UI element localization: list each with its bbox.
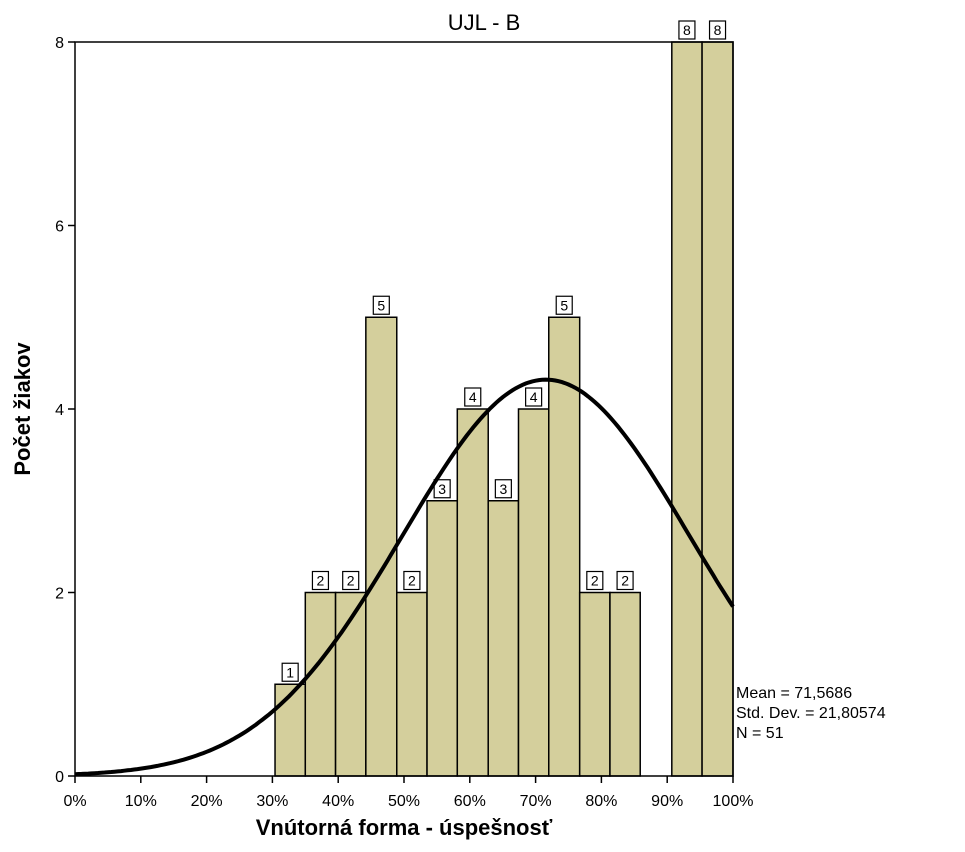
data-label: 4: [530, 389, 538, 405]
data-label-box: [678, 20, 696, 40]
x-tick-label: 0%: [63, 793, 86, 810]
data-label: 2: [621, 573, 629, 589]
data-label-box: [342, 570, 360, 591]
histogram-bar: [426, 500, 459, 777]
x-axis-title: Vnútorná forma - úspešnosť: [256, 815, 553, 840]
stats-std-dev: Std. Dev. = 21,80574: [736, 705, 886, 722]
data-label-box: [403, 570, 421, 591]
bars-layer: [274, 41, 734, 777]
stats-n: N = 51: [736, 725, 784, 742]
data-label-box: [372, 295, 390, 315]
x-tick-label: 70%: [520, 793, 552, 810]
histogram-bar: [456, 408, 489, 777]
data-label: 8: [714, 22, 722, 38]
data-label: 3: [438, 481, 446, 497]
data-label-box: [281, 662, 299, 682]
data-label-box: [525, 387, 543, 407]
histogram-bar: [487, 500, 520, 777]
histogram-bar: [365, 316, 398, 777]
x-tick-label: 50%: [388, 793, 420, 810]
data-label-box: [708, 20, 727, 40]
y-tick-label: 2: [55, 586, 64, 603]
data-label-box: [555, 295, 573, 315]
data-label: 8: [683, 22, 691, 38]
data-label: 2: [347, 573, 355, 589]
y-axis-title: Počet žiakov: [10, 342, 35, 476]
data-label: 2: [317, 573, 325, 589]
data-label: 2: [591, 573, 599, 589]
y-tick-label: 6: [55, 219, 64, 236]
y-tick-label: 0: [55, 769, 64, 786]
x-axis: 0% 10% 20% 30% 40% 50% 60% 70% 80% 90% 100%: [63, 776, 753, 810]
x-tick-label: 40%: [322, 793, 354, 810]
data-label: 3: [499, 481, 507, 497]
chart-title: UJL - B: [448, 10, 521, 35]
data-label-box: [311, 570, 330, 591]
data-label-box: [464, 387, 482, 407]
histogram-bar: [671, 41, 703, 777]
x-tick-label: 100%: [713, 793, 754, 810]
histogram-bar: [609, 591, 641, 777]
data-label: 4: [469, 389, 477, 405]
data-label-box: [586, 570, 604, 591]
y-tick-label: 4: [55, 402, 64, 419]
data-label: 1: [286, 664, 294, 680]
stats-box: Mean = 71,5686 Std. Dev. = 21,80574 N = …: [736, 685, 886, 742]
x-tick-label: 90%: [651, 793, 683, 810]
stats-mean: Mean = 71,5686: [736, 685, 852, 702]
histogram-bar: [578, 591, 611, 777]
data-label-box: [494, 479, 512, 499]
x-tick-label: 20%: [191, 793, 223, 810]
y-tick-label: 8: [55, 35, 64, 52]
data-label: 5: [560, 297, 568, 313]
x-tick-label: 60%: [454, 793, 486, 810]
histogram-bar: [274, 683, 307, 777]
data-label-box: [433, 479, 451, 499]
data-label: 2: [408, 573, 416, 589]
x-tick-label: 80%: [585, 793, 617, 810]
y-axis: 0 2 4 6 8: [55, 35, 75, 786]
normal-curve-line: [74, 377, 735, 777]
histogram-bar: [304, 591, 337, 777]
histogram-bar: [517, 408, 550, 777]
data-label: 5: [377, 297, 385, 313]
histogram-bar: [701, 41, 734, 777]
histogram-bar: [396, 591, 428, 777]
data-labels-layer: 1 2 2 5 2 3 4 3 4 5 2 2 8 8: [281, 20, 727, 682]
histogram-bar: [334, 591, 367, 777]
x-tick-label: 30%: [256, 793, 288, 810]
data-label-box: [616, 570, 634, 591]
x-tick-label: 10%: [125, 793, 157, 810]
histogram-bar: [548, 316, 581, 777]
